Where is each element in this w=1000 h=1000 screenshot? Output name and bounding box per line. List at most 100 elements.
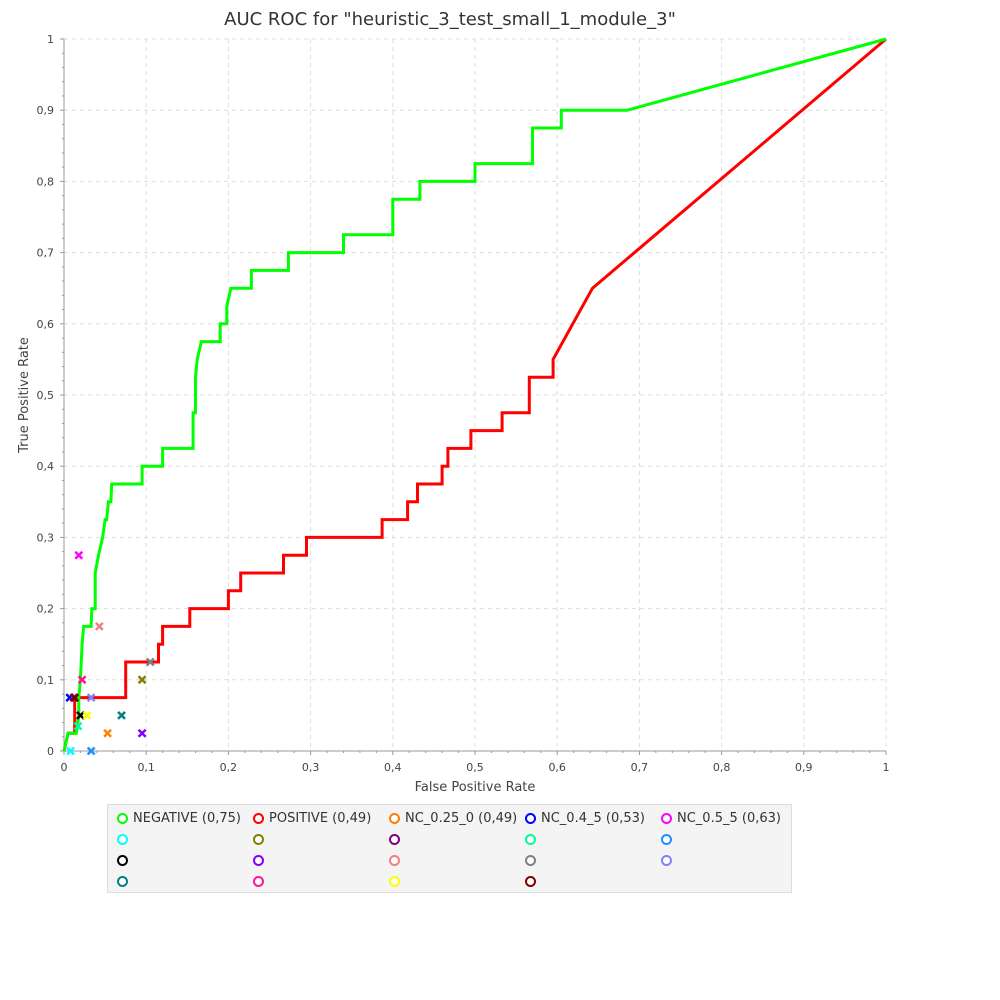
marker-point xyxy=(82,711,92,720)
legend-item xyxy=(389,872,405,890)
marker-stroke xyxy=(82,711,92,720)
x-axis-label: False Positive Rate xyxy=(415,780,536,795)
marker-point xyxy=(77,675,87,685)
marker-stroke xyxy=(137,675,147,685)
marker-stroke xyxy=(94,622,104,631)
y-tick-label: 0 xyxy=(47,745,54,758)
legend-item xyxy=(525,830,541,848)
x-tick-label: 0,3 xyxy=(302,761,320,774)
legend-swatch xyxy=(389,812,400,824)
marker-point xyxy=(66,746,75,756)
y-tick-label: 1 xyxy=(47,33,54,46)
marker-stroke xyxy=(103,728,112,738)
y-tick-label: 0,2 xyxy=(37,603,55,616)
marker-point xyxy=(117,711,126,720)
legend-swatch xyxy=(661,854,672,866)
marker-point xyxy=(73,721,83,731)
legend-item xyxy=(661,851,677,869)
legend-item: POSITIVE (0,49) xyxy=(253,809,371,827)
y-tick-label: 0,4 xyxy=(37,460,55,473)
marker-stroke xyxy=(74,550,84,560)
legend-swatch xyxy=(525,875,536,887)
legend-item: NEGATIVE (0,75) xyxy=(117,809,241,827)
marker-point xyxy=(86,746,96,756)
x-tick-label: 0,6 xyxy=(548,761,566,774)
legend-item xyxy=(389,851,405,869)
series-line xyxy=(62,37,887,752)
legend-item: NC_0.5_5 (0,63) xyxy=(661,809,781,827)
marker-point xyxy=(145,657,155,667)
legend-swatch xyxy=(525,833,536,845)
legend-swatch xyxy=(117,812,128,824)
marker-stroke xyxy=(117,711,126,720)
legend-swatch xyxy=(253,833,264,845)
series-line xyxy=(62,37,887,752)
marker-point xyxy=(137,675,147,685)
legend-item xyxy=(661,830,677,848)
x-tick-label: 0 xyxy=(61,761,68,774)
y-tick-label: 0,7 xyxy=(37,247,55,260)
y-tick-label: 0,5 xyxy=(37,389,55,402)
y-axis-label: True Positive Rate xyxy=(17,337,32,454)
marker-point xyxy=(76,711,85,720)
markers xyxy=(65,550,155,756)
legend-item xyxy=(253,872,269,890)
marker-point xyxy=(70,693,80,702)
x-tick-label: 0,8 xyxy=(713,761,731,774)
roc-chart: AUC ROC for "heuristic_3_test_small_1_mo… xyxy=(17,9,890,795)
marker-stroke xyxy=(66,746,75,756)
legend-label: POSITIVE (0,49) xyxy=(269,810,372,826)
legend-label: NC_0.5_5 (0,63) xyxy=(677,810,781,826)
marker-stroke xyxy=(86,693,96,702)
legend-item: NC_0.25_0 (0,49) xyxy=(389,809,517,827)
legend-item xyxy=(117,830,133,848)
legend: NEGATIVE (0,75) POSITIVE (0,49) NC_0.25_0 … xyxy=(107,804,792,893)
legend-item xyxy=(389,830,405,848)
marker-point xyxy=(74,550,84,560)
legend-label: NC_0.4_5 (0,53) xyxy=(541,810,645,826)
marker-stroke xyxy=(73,721,83,731)
marker-stroke xyxy=(70,693,80,702)
legend-swatch xyxy=(389,854,400,866)
y-tick-label: 0,9 xyxy=(37,104,55,117)
chart-title: AUC ROC for "heuristic_3_test_small_1_mo… xyxy=(224,9,676,30)
series-lines xyxy=(62,37,887,752)
legend-swatch xyxy=(525,812,536,824)
x-tick-label: 0,1 xyxy=(137,761,155,774)
y-tick-label: 0,1 xyxy=(37,674,55,687)
legend-label: NEGATIVE (0,75) xyxy=(133,810,241,826)
y-tick-label: 0,6 xyxy=(37,318,55,331)
legend-swatch xyxy=(117,875,128,887)
marker-stroke xyxy=(145,657,155,667)
grid-lines xyxy=(63,38,887,752)
legend-swatch xyxy=(117,854,128,866)
legend-label: NC_0.25_0 (0,49) xyxy=(405,810,518,826)
legend-item xyxy=(117,851,133,869)
marker-stroke xyxy=(77,675,87,685)
legend-item xyxy=(525,851,541,869)
legend-item xyxy=(253,851,269,869)
y-tick-label: 0,8 xyxy=(37,175,55,188)
legend-swatch xyxy=(253,875,264,887)
legend-swatch xyxy=(253,854,264,866)
axes: 0 0,1 0,2 0,3 0,4 0,5 0,6 0,7 0,8 0,9 1 0 0,1 0,2 0,3 0… xyxy=(37,33,890,774)
marker-stroke xyxy=(137,728,147,738)
legend-swatch xyxy=(661,812,672,824)
legend-swatch xyxy=(389,833,400,845)
legend-swatch xyxy=(525,854,536,866)
marker-stroke xyxy=(76,711,85,720)
legend-item: NC_0.4_5 (0,53) xyxy=(525,809,645,827)
marker-point xyxy=(86,693,96,702)
x-tick-label: 0,9 xyxy=(795,761,813,774)
legend-item xyxy=(117,872,133,890)
marker-stroke xyxy=(86,746,96,756)
legend-item xyxy=(525,872,541,890)
legend-swatch xyxy=(661,833,672,845)
x-tick-label: 0,2 xyxy=(220,761,238,774)
marker-point xyxy=(137,728,147,738)
x-tick-label: 1 xyxy=(883,761,890,774)
x-tick-label: 0,4 xyxy=(384,761,402,774)
legend-swatch xyxy=(117,833,128,845)
marker-point xyxy=(94,622,104,631)
y-tick-label: 0,3 xyxy=(37,531,55,544)
